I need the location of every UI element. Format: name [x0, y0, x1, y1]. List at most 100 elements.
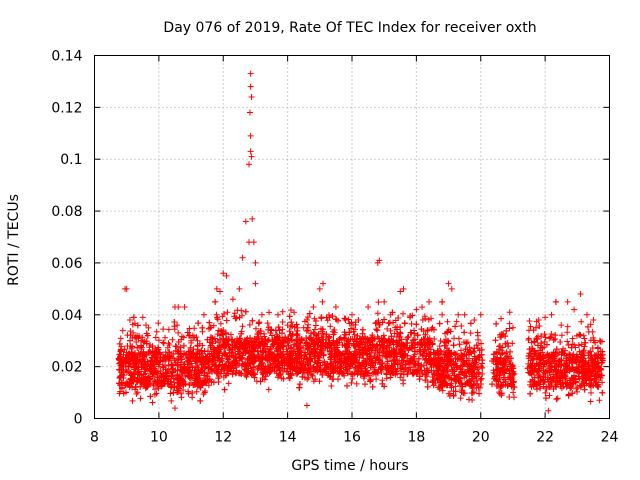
- roti-point: [451, 376, 458, 383]
- roti-point: [304, 314, 311, 321]
- roti-point: [209, 334, 216, 341]
- roti-point: [411, 348, 418, 355]
- roti-point: [578, 351, 585, 358]
- roti-point: [447, 382, 454, 389]
- roti-point: [127, 342, 134, 349]
- roti-point: [428, 367, 435, 374]
- roti-point: [580, 352, 587, 359]
- roti-point: [444, 328, 451, 335]
- roti-point: [526, 317, 533, 324]
- roti-point: [589, 345, 596, 352]
- roti-point: [411, 342, 418, 349]
- roti-point: [306, 310, 313, 317]
- roti-point: [318, 339, 325, 346]
- roti-point: [455, 355, 462, 362]
- roti-point: [363, 369, 370, 376]
- roti-point: [497, 355, 504, 362]
- roti-point: [424, 327, 431, 334]
- roti-point: [417, 346, 424, 353]
- roti-point: [556, 357, 563, 364]
- roti-point: [301, 365, 308, 372]
- roti-point: [428, 357, 435, 364]
- roti-point: [439, 369, 446, 376]
- roti-point: [245, 350, 252, 357]
- roti-point: [562, 347, 569, 354]
- roti-point: [209, 340, 216, 347]
- roti-point: [232, 359, 239, 366]
- roti-point: [174, 361, 181, 368]
- roti-point: [536, 323, 543, 330]
- roti-point: [379, 359, 386, 366]
- roti-point: [409, 370, 416, 377]
- roti-point: [507, 374, 514, 381]
- roti-point: [193, 375, 200, 382]
- roti-point: [307, 336, 314, 343]
- roti-point: [217, 320, 224, 327]
- roti-point: [243, 337, 250, 344]
- roti-point: [236, 355, 243, 362]
- roti-point: [279, 318, 286, 325]
- roti-point: [594, 383, 601, 390]
- roti-point: [165, 357, 172, 364]
- roti-point: [320, 333, 327, 340]
- roti-point: [194, 343, 201, 350]
- roti-point: [476, 390, 483, 397]
- roti-point: [599, 389, 606, 396]
- roti-point: [255, 354, 262, 361]
- roti-point: [329, 313, 336, 320]
- roti-point: [287, 307, 294, 314]
- roti-point: [152, 386, 159, 393]
- roti-point: [177, 366, 184, 373]
- roti-point: [231, 310, 238, 317]
- roti-point: [134, 344, 141, 351]
- roti-point: [587, 398, 594, 405]
- roti-point: [425, 339, 432, 346]
- roti-point: [202, 363, 209, 370]
- roti-point: [431, 336, 438, 343]
- roti-point: [421, 356, 428, 363]
- roti-point: [149, 350, 156, 357]
- roti-point: [398, 357, 405, 364]
- roti-point: [166, 355, 173, 362]
- roti-point: [404, 371, 411, 378]
- roti-point: [553, 396, 560, 403]
- roti-point: [372, 359, 379, 366]
- roti-point: [175, 339, 182, 346]
- roti-point: [469, 397, 476, 404]
- roti-point: [120, 374, 127, 381]
- roti-point: [304, 345, 311, 352]
- roti-point: [226, 358, 233, 365]
- roti-point: [467, 320, 474, 327]
- roti-point: [571, 356, 578, 363]
- roti-point: [333, 316, 340, 323]
- roti-point: [424, 366, 431, 373]
- roti-point: [155, 320, 162, 327]
- roti-point: [318, 349, 325, 356]
- roti-point: [168, 397, 175, 404]
- roti-point: [469, 375, 476, 382]
- roti-point: [582, 339, 589, 346]
- roti-point: [291, 357, 298, 364]
- roti-point: [566, 357, 573, 364]
- roti-point: [162, 334, 169, 341]
- roti-point: [587, 373, 594, 380]
- roti-point: [577, 332, 584, 339]
- roti-point: [466, 382, 473, 389]
- roti-point: [387, 367, 394, 374]
- roti-point: [475, 336, 482, 343]
- roti-point: [533, 386, 540, 393]
- roti-point: [443, 345, 450, 352]
- roti-point: [589, 367, 596, 374]
- roti-point: [148, 357, 155, 364]
- roti-point: [407, 329, 414, 336]
- roti-point: [288, 336, 295, 343]
- roti-point: [174, 376, 181, 383]
- roti-point: [578, 318, 585, 325]
- roti-point: [367, 378, 374, 385]
- roti-point: [384, 358, 391, 365]
- roti-point: [348, 325, 355, 332]
- roti-point: [346, 329, 353, 336]
- roti-point: [180, 334, 187, 341]
- roti-point: [254, 331, 261, 338]
- roti-point: [215, 379, 222, 386]
